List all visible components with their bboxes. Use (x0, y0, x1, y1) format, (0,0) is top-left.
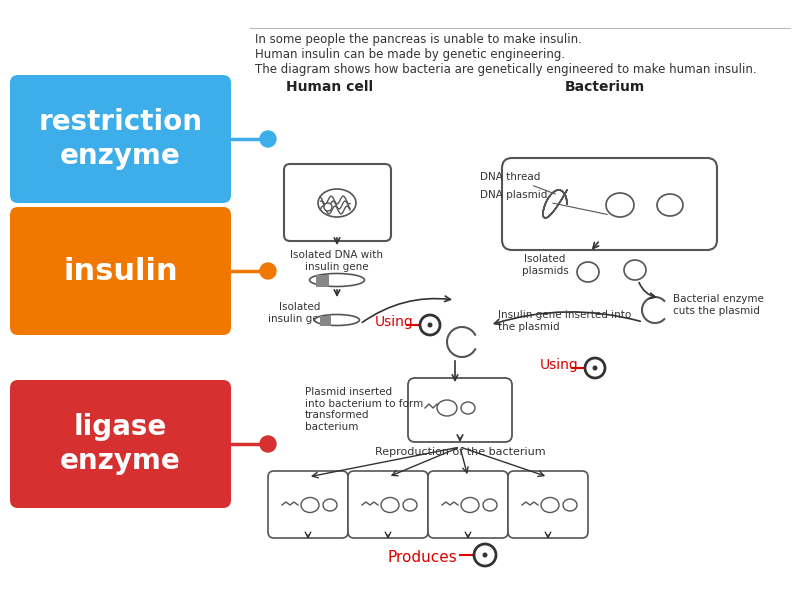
Ellipse shape (461, 402, 475, 414)
Circle shape (260, 436, 276, 452)
FancyBboxPatch shape (10, 207, 231, 335)
Text: Human insulin can be made by genetic engineering.: Human insulin can be made by genetic eng… (255, 48, 565, 61)
Circle shape (427, 323, 433, 328)
Ellipse shape (657, 194, 683, 216)
Text: ligase
enzyme: ligase enzyme (60, 413, 181, 475)
FancyBboxPatch shape (284, 164, 391, 241)
Text: Using: Using (540, 358, 578, 372)
Text: Bacterial enzyme
cuts the plasmid: Bacterial enzyme cuts the plasmid (673, 294, 764, 316)
Text: Using: Using (375, 315, 414, 329)
Ellipse shape (310, 274, 365, 286)
Text: restriction
enzyme: restriction enzyme (38, 107, 202, 170)
Ellipse shape (577, 262, 599, 282)
FancyBboxPatch shape (10, 380, 231, 508)
Text: insulin: insulin (63, 257, 178, 286)
Ellipse shape (563, 499, 577, 511)
Text: DNA plasmid: DNA plasmid (480, 190, 607, 214)
Text: Insulin gene inserted into
the plasmid: Insulin gene inserted into the plasmid (498, 310, 631, 332)
FancyBboxPatch shape (502, 158, 717, 250)
Text: In some people the pancreas is unable to make insulin.: In some people the pancreas is unable to… (255, 33, 582, 46)
Ellipse shape (318, 189, 356, 217)
Circle shape (585, 358, 605, 378)
Ellipse shape (541, 497, 559, 512)
Text: DNA thread: DNA thread (480, 172, 555, 194)
FancyBboxPatch shape (508, 471, 588, 538)
Text: Produces: Produces (387, 550, 457, 565)
Ellipse shape (483, 499, 497, 511)
Ellipse shape (301, 497, 319, 512)
Text: Bacterium: Bacterium (565, 80, 645, 94)
Bar (316, 275, 329, 287)
Text: Isolated DNA with
insulin gene: Isolated DNA with insulin gene (290, 250, 383, 272)
Text: Isolated
insulin gene: Isolated insulin gene (268, 302, 332, 323)
Ellipse shape (437, 400, 457, 416)
Bar (320, 316, 331, 326)
Ellipse shape (323, 499, 337, 511)
FancyBboxPatch shape (348, 471, 428, 538)
Circle shape (260, 263, 276, 279)
Circle shape (324, 203, 332, 211)
Circle shape (482, 553, 487, 557)
Ellipse shape (403, 499, 417, 511)
FancyBboxPatch shape (268, 471, 348, 538)
Text: The diagram shows how bacteria are genetically engineered to make human insulin.: The diagram shows how bacteria are genet… (255, 63, 757, 76)
Circle shape (260, 131, 276, 147)
Ellipse shape (381, 497, 399, 512)
Text: Human cell: Human cell (286, 80, 374, 94)
Ellipse shape (461, 497, 479, 512)
Text: Isolated
plasmids: Isolated plasmids (522, 254, 568, 275)
FancyBboxPatch shape (10, 75, 231, 203)
Circle shape (420, 315, 440, 335)
Ellipse shape (314, 314, 359, 325)
Circle shape (593, 365, 598, 370)
FancyBboxPatch shape (408, 378, 512, 442)
Ellipse shape (624, 260, 646, 280)
Ellipse shape (606, 193, 634, 217)
Text: Plasmid inserted
into bacterium to form
transformed
bacterium: Plasmid inserted into bacterium to form … (305, 387, 423, 432)
Circle shape (474, 544, 496, 566)
Text: Reproduction of the bacterium: Reproduction of the bacterium (374, 447, 546, 457)
FancyBboxPatch shape (428, 471, 508, 538)
